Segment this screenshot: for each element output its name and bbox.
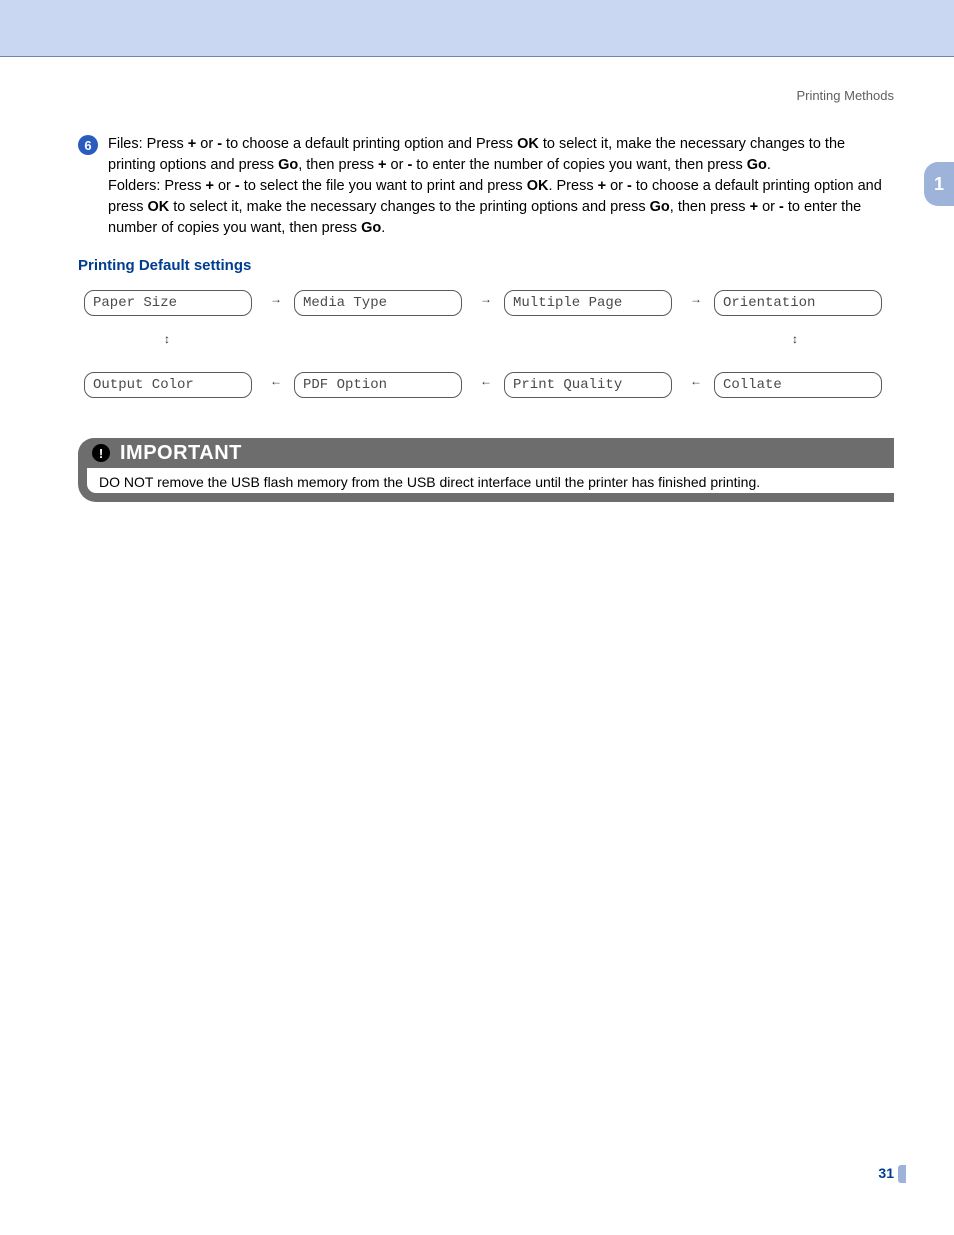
top-rule [0,56,954,57]
page-number-tab [898,1165,906,1183]
arrow-left-icon: ← [480,374,492,388]
arrow-right-icon: → [480,292,492,306]
important-header-bar: ! IMPORTANT [78,438,894,468]
page-content: 6 Files: Press + or - to choose a defaul… [78,134,894,502]
arrow-updown-icon: ↕ [792,332,798,346]
section-header: Printing Methods [796,88,894,103]
top-banner [0,0,954,56]
page-number: 31 [878,1165,894,1181]
section-heading: Printing Default settings [78,257,894,274]
chapter-tab: 1 [924,162,954,206]
important-callout: ! IMPORTANT DO NOT remove the USB flash … [78,438,894,502]
flow-box: Output Color [84,372,252,398]
step-row: 6 Files: Press + or - to choose a defaul… [78,134,894,239]
arrow-left-icon: ← [270,374,282,388]
step-number-bullet: 6 [78,135,98,155]
important-body: DO NOT remove the USB flash memory from … [78,468,894,502]
important-label: IMPORTANT [120,442,242,465]
flow-box: Multiple Page [504,290,672,316]
flow-box: PDF Option [294,372,462,398]
flow-diagram: Paper Size Media Type Multiple Page Orienta… [84,290,888,420]
flow-box: Paper Size [84,290,252,316]
flow-box: Collate [714,372,882,398]
arrow-updown-icon: ↕ [164,332,170,346]
flow-box: Print Quality [504,372,672,398]
arrow-left-icon: ← [690,374,702,388]
flow-box: Orientation [714,290,882,316]
step-text: Files: Press + or - to choose a default … [108,134,894,239]
arrow-right-icon: → [270,292,282,306]
alert-icon: ! [92,444,110,462]
flow-box: Media Type [294,290,462,316]
arrow-right-icon: → [690,292,702,306]
